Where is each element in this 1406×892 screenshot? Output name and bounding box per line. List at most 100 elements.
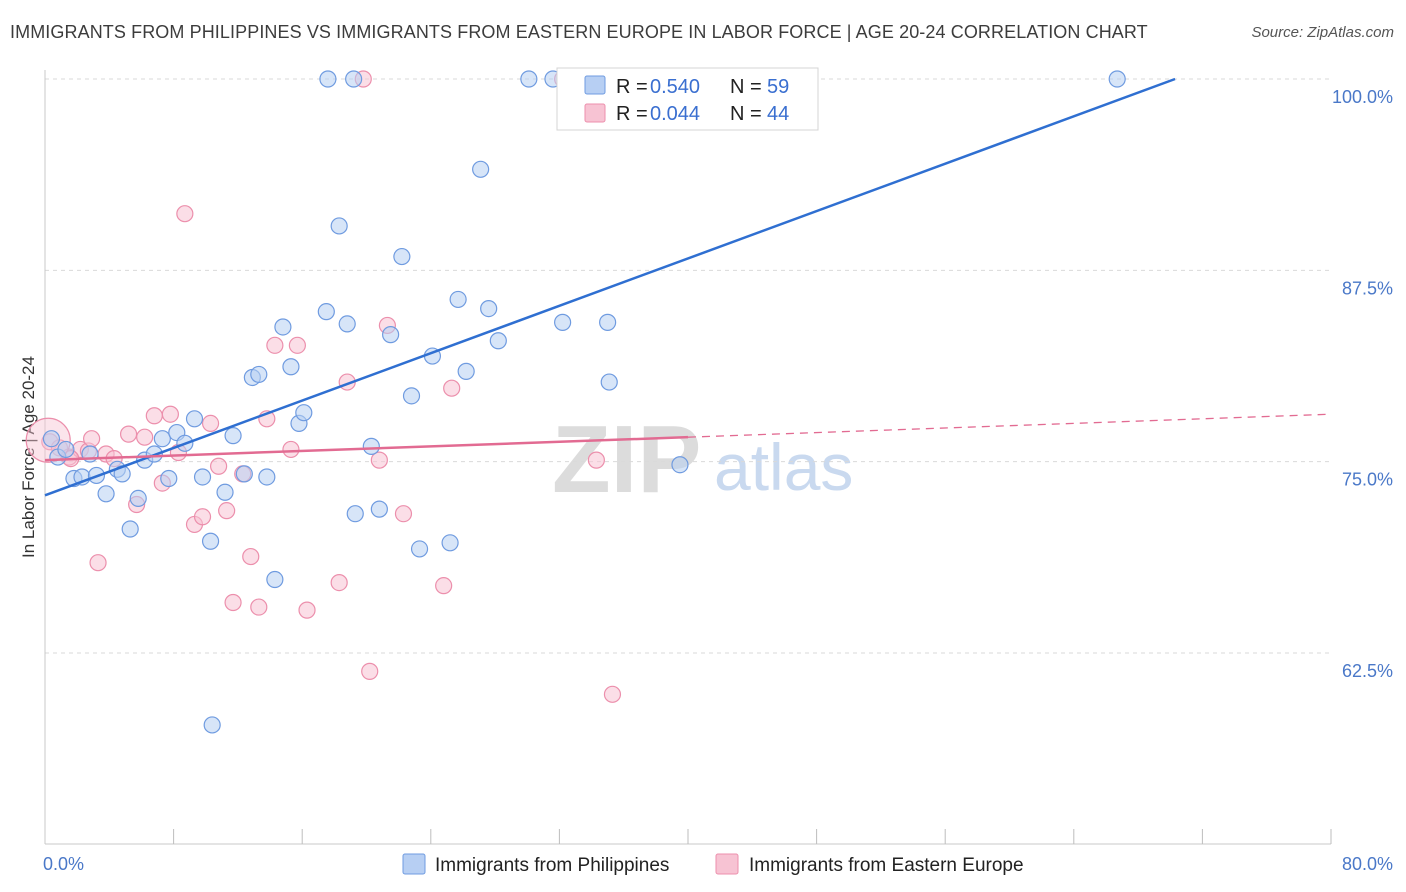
series-philippines-points (42, 70, 1126, 734)
eastern-europe-point (136, 428, 154, 446)
philippines-point (338, 315, 356, 333)
y-tick-label: 87.5% (1342, 278, 1393, 298)
philippines-point (600, 373, 618, 391)
philippines-point (599, 313, 617, 331)
eastern-europe-trend-extension (687, 413, 1332, 438)
philippines-point (266, 570, 284, 589)
philippines-point (449, 290, 467, 309)
legend-r-value-2: 0.044 (650, 103, 700, 125)
series-eastern-europe-points (25, 70, 622, 703)
eastern-europe-point (603, 685, 622, 703)
philippines-point (319, 70, 337, 88)
eastern-europe-point (288, 336, 306, 354)
eastern-europe-point (193, 508, 212, 526)
philippines-point (472, 160, 490, 178)
legend-n-value-1: 59 (767, 76, 789, 98)
legend-n-value-2: 44 (767, 103, 789, 125)
philippines-point (554, 313, 572, 331)
x-tick-label-max: 80.0% (1342, 854, 1393, 874)
philippines-point (185, 410, 204, 428)
philippines-point (317, 303, 335, 321)
eastern-europe-point (298, 601, 316, 619)
eastern-europe-point (224, 593, 242, 612)
philippines-point (362, 437, 380, 455)
series-legend-label-eastern-europe: Immigrants from Eastern Europe (749, 855, 1024, 876)
series-legend: Immigrants from Philippines Immigrants f… (402, 853, 1024, 876)
philippines-point (250, 365, 268, 384)
eastern-europe-point (145, 407, 163, 425)
series-legend-swatch-philippines (402, 853, 426, 875)
x-axis-ticks (173, 829, 1332, 844)
watermark: ZIP atlas (552, 406, 853, 513)
eastern-europe-point (201, 414, 220, 432)
legend-r-label-1: R = (616, 76, 648, 98)
philippines-point (489, 332, 507, 350)
eastern-europe-point (361, 662, 379, 680)
y-tick-label: 100.0% (1332, 87, 1393, 107)
philippines-point (370, 500, 388, 518)
philippines-trend-line (44, 77, 1176, 497)
philippines-point (295, 404, 313, 422)
philippines-point (160, 469, 178, 488)
philippines-point (97, 485, 115, 503)
y-tick-label: 75.0% (1342, 470, 1393, 490)
eastern-europe-point (394, 505, 413, 523)
y-axis-label: In Labor Force | Age 20-24 (19, 356, 38, 558)
eastern-europe-point (587, 451, 605, 469)
chart-title: IMMIGRANTS FROM PHILIPPINES VS IMMIGRANT… (10, 22, 1148, 42)
series-legend-label-philippines: Immigrants from Philippines (435, 855, 669, 876)
philippines-point (224, 427, 242, 445)
philippines-point (201, 532, 220, 550)
philippines-point (346, 505, 364, 523)
philippines-point (410, 540, 429, 558)
philippines-point (203, 716, 221, 734)
philippines-point (330, 217, 348, 235)
philippines-point (129, 489, 147, 508)
eastern-europe-point (218, 502, 236, 520)
legend-r-label-2: R = (616, 103, 648, 125)
eastern-europe-point (176, 205, 194, 223)
eastern-europe-point (119, 425, 138, 443)
philippines-point (282, 358, 300, 376)
legend-n-label-1: N = (730, 76, 762, 98)
philippines-point (193, 468, 212, 486)
philippines-point (153, 430, 171, 448)
philippines-point (402, 387, 421, 405)
philippines-point (441, 534, 459, 552)
legend-swatch-philippines (584, 75, 606, 95)
source-credit: Source: ZipAtlas.com (1251, 24, 1394, 41)
series-legend-swatch-eastern-europe (715, 853, 739, 875)
y-tick-label: 62.5% (1342, 661, 1393, 681)
philippines-point (235, 465, 253, 483)
philippines-point (382, 326, 400, 344)
philippines-point (671, 456, 689, 474)
eastern-europe-point (210, 457, 228, 475)
philippines-point (121, 520, 139, 538)
philippines-point (216, 483, 234, 501)
watermark-atlas: atlas (714, 430, 853, 504)
philippines-point (520, 70, 538, 88)
legend-swatch-eastern-europe (584, 103, 606, 123)
philippines-point (258, 468, 276, 486)
y-tick-labels: 62.5% 75.0% 87.5% 100.0% (1332, 87, 1393, 681)
eastern-europe-point (250, 598, 268, 616)
philippines-point (393, 247, 411, 266)
philippines-point (1108, 70, 1126, 88)
eastern-europe-point (282, 440, 300, 459)
eastern-europe-point (443, 379, 461, 397)
eastern-europe-point (370, 451, 388, 469)
gridlines (45, 78, 1331, 654)
philippines-point (274, 318, 292, 336)
philippines-point (480, 300, 498, 318)
eastern-europe-point (242, 547, 260, 566)
eastern-europe-point (266, 336, 284, 354)
philippines-point (345, 70, 363, 88)
eastern-europe-point (330, 573, 348, 592)
stats-legend: R = 0.540 N = 59 R = 0.044 N = 44 (556, 67, 819, 131)
x-tick-label-min: 0.0% (43, 854, 84, 874)
eastern-europe-point (435, 577, 453, 595)
legend-r-value-1: 0.540 (650, 76, 700, 98)
philippines-point (42, 430, 61, 448)
eastern-europe-point (161, 405, 179, 423)
